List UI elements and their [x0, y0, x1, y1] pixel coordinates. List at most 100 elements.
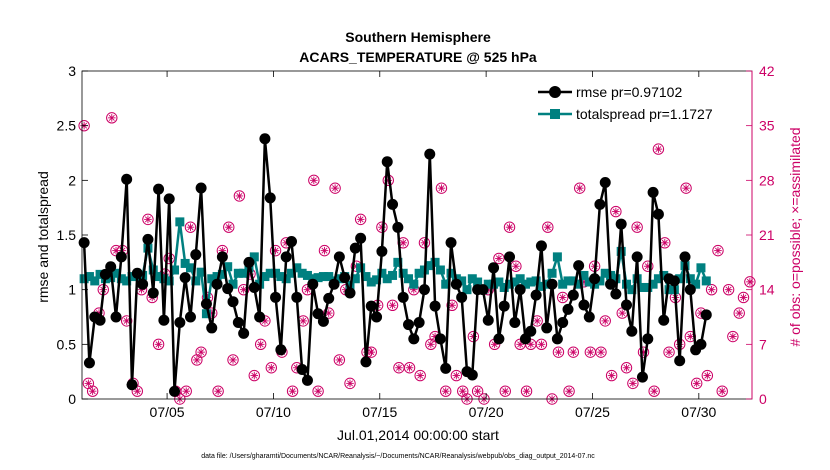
obs-possible-circle [610, 205, 622, 218]
obs-count-marker [333, 354, 346, 366]
data-file-note: data file: /Users/gharamti/Documents/NCA… [201, 453, 595, 460]
rmse-point [530, 289, 542, 301]
obs-possible-circle [733, 307, 745, 319]
y-right-axis-label: # of obs: o=possible; ×=assimilated [787, 127, 803, 346]
rmse-point [525, 325, 537, 337]
obs-possible-circle [446, 299, 458, 311]
rmse-point [110, 311, 122, 323]
obs-assimilated-star [85, 380, 92, 387]
obs-count-marker [318, 244, 331, 257]
obs-count-marker [254, 338, 267, 351]
obs-possible-circle [265, 362, 278, 374]
obs-assimilated-star [261, 317, 268, 324]
obs-assimilated-star [225, 224, 232, 231]
rmse-point [355, 232, 367, 244]
legend-box [532, 79, 730, 127]
rmse-point [402, 319, 414, 331]
plot-area [78, 112, 756, 405]
obs-assimilated-star [736, 310, 743, 317]
rmse-point [573, 260, 585, 272]
totalspread-point [552, 252, 562, 262]
totalspread-point [467, 274, 477, 284]
obs-count-marker [365, 346, 377, 358]
obs-assimilated-star [193, 356, 200, 363]
obs-assimilated-star [155, 341, 162, 348]
obs-count-marker [393, 362, 405, 374]
obs-assimilated-star [566, 388, 573, 395]
rmse-point [668, 275, 680, 287]
obs-possible-circle [450, 369, 463, 382]
obs-count-marker [329, 182, 341, 194]
rmse-point [153, 183, 165, 195]
obs-count-marker [180, 385, 192, 397]
totalspread-point [664, 285, 674, 295]
rmse-point [695, 338, 707, 350]
rmse-point [567, 289, 579, 301]
totalspread-point [563, 276, 573, 286]
rmse-point [280, 251, 292, 263]
rmse-point [254, 311, 266, 323]
rmse-point [137, 278, 149, 290]
obs-assimilated-star [321, 247, 328, 254]
rmse-point [174, 316, 186, 328]
obs-count-marker [556, 291, 569, 304]
obs-count-marker [82, 377, 95, 390]
rmse-point [360, 356, 372, 368]
obs-count-marker [386, 299, 399, 311]
obs-possible-circle [542, 221, 554, 233]
x-tick-label: 07/10 [256, 404, 291, 420]
rmse-point [83, 357, 95, 369]
rmse-point [434, 333, 446, 345]
obs-count-marker [418, 237, 431, 249]
rmse-point [121, 173, 133, 185]
obs-possible-circle [344, 377, 356, 390]
obs-assimilated-star [240, 286, 247, 293]
obs-possible-circle [435, 182, 448, 194]
rmse-point [339, 272, 351, 284]
x-tick-label: 07/15 [362, 404, 397, 420]
obs-assimilated-star [144, 216, 151, 223]
obs-assimilated-star [629, 380, 636, 387]
rmse-point [482, 314, 494, 326]
obs-possible-circle [78, 119, 90, 132]
rmse-point [626, 325, 638, 337]
obs-assimilated-star [187, 224, 194, 231]
rmse-point [535, 240, 547, 252]
obs-assimilated-star [534, 317, 541, 324]
obs-assimilated-star [453, 372, 460, 379]
totalspread-point [637, 282, 647, 292]
obs-count-marker [297, 315, 309, 327]
rmse-point [232, 316, 244, 328]
obs-count-marker [727, 330, 739, 343]
obs-possible-circle [318, 244, 331, 257]
obs-count-marker [344, 377, 356, 390]
totalspread-point [90, 276, 100, 286]
totalspread-point [191, 276, 201, 286]
rmse-point [179, 272, 191, 284]
totalspread-point [616, 246, 626, 256]
obs-possible-circle [642, 260, 654, 272]
totalspread-point [393, 257, 403, 267]
rmse-point [259, 133, 271, 145]
rmse-point [583, 311, 595, 323]
obs-possible-circle [286, 385, 299, 397]
obs-assimilated-star [257, 341, 264, 348]
obs-assimilated-star [623, 364, 630, 371]
obs-possible-circle [690, 377, 703, 390]
totalspread-point [313, 273, 323, 283]
obs-assimilated-star [559, 294, 566, 301]
obs-assimilated-star [336, 356, 343, 363]
obs-assimilated-star [357, 216, 364, 223]
obs-count-marker [312, 385, 324, 397]
obs-possible-circle [599, 315, 611, 327]
y-tick-label: 1.5 [57, 227, 77, 243]
obs-possible-circle [652, 143, 665, 155]
obs-assimilated-star [704, 372, 711, 379]
obs-count-marker [520, 385, 533, 397]
rmse-point [248, 281, 260, 293]
obs-assimilated-star [544, 224, 551, 231]
obs-assimilated-star [634, 224, 641, 231]
obs-possible-circle [237, 283, 250, 296]
rmse-point [599, 177, 611, 189]
obs-assimilated-star [474, 388, 481, 395]
